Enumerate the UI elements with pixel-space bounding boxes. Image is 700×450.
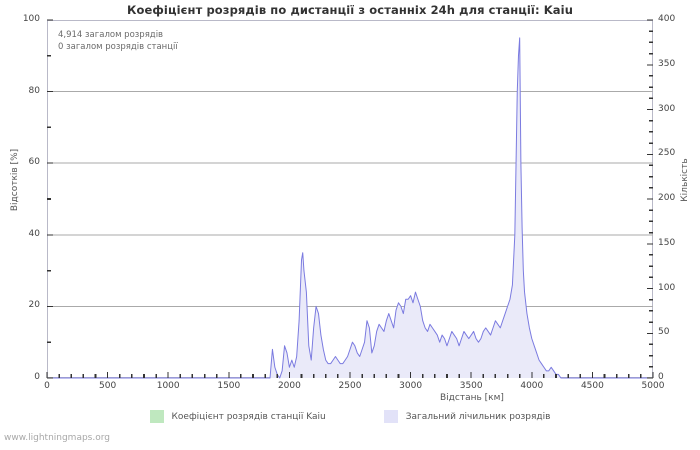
x-tick-1000: 1000	[156, 381, 180, 391]
x-tick-5000: 5000	[641, 381, 665, 391]
plot-area	[47, 20, 653, 378]
x-tick-2500: 2500	[338, 381, 362, 391]
x-tick-3500: 3500	[459, 381, 483, 391]
legend-swatch-total-counter	[383, 410, 398, 423]
legend-label-total-counter: Загальний лічильник розрядів	[405, 411, 551, 422]
y-left-tick-40: 40	[28, 228, 40, 239]
y-right-tick-200: 200	[658, 193, 676, 203]
y-right-tick-400: 400	[658, 14, 676, 24]
y-right-tick-100: 100	[658, 282, 676, 293]
watermark: www.lightningmaps.org	[4, 433, 110, 443]
legend-item-total-counter: Загальний лічильник розрядів	[383, 410, 551, 423]
x-tick-2000: 2000	[277, 381, 301, 391]
y-left-tick-80: 80	[28, 85, 40, 96]
y-right-tick-0: 0	[658, 372, 664, 382]
y-right-tick-150: 150	[658, 237, 676, 248]
x-axis-label: Відстань [км]	[440, 393, 504, 403]
x-tick-1500: 1500	[217, 381, 241, 391]
y-right-tick-50: 50	[658, 327, 670, 338]
chart-title: Коефіцієнт розрядів по дистанції з остан…	[127, 3, 573, 17]
y-left-tick-20: 20	[28, 300, 40, 311]
y-right-tick-250: 250	[658, 148, 676, 159]
y-right-tick-300: 300	[658, 103, 676, 114]
legend-swatch-station-ratio	[149, 410, 164, 423]
x-tick-500: 500	[99, 381, 117, 391]
y-left-tick-0: 0	[34, 372, 40, 382]
x-tick-3000: 3000	[399, 381, 423, 391]
y-left-tick-60: 60	[28, 157, 40, 168]
legend-label-station-ratio: Коефіцієнт розрядів станції Kaiu	[171, 411, 326, 422]
chart-legend: Коефіцієнт розрядів станції Kaiu Загальн…	[0, 410, 700, 423]
x-tick-0: 0	[44, 381, 50, 391]
x-tick-4500: 4500	[580, 381, 604, 391]
y-left-tick-100: 100	[22, 14, 40, 24]
legend-item-station-ratio: Коефіцієнт розрядів станції Kaiu	[149, 410, 326, 423]
annotation-station-strokes: 0 загалом розрядів станції	[58, 42, 178, 52]
x-tick-4000: 4000	[520, 381, 544, 391]
annotation-total-strokes: 4,914 загалом розрядів	[58, 30, 164, 40]
y-axis-left-label: Відсотків [%]	[10, 148, 20, 212]
y-right-tick-350: 350	[658, 58, 676, 69]
